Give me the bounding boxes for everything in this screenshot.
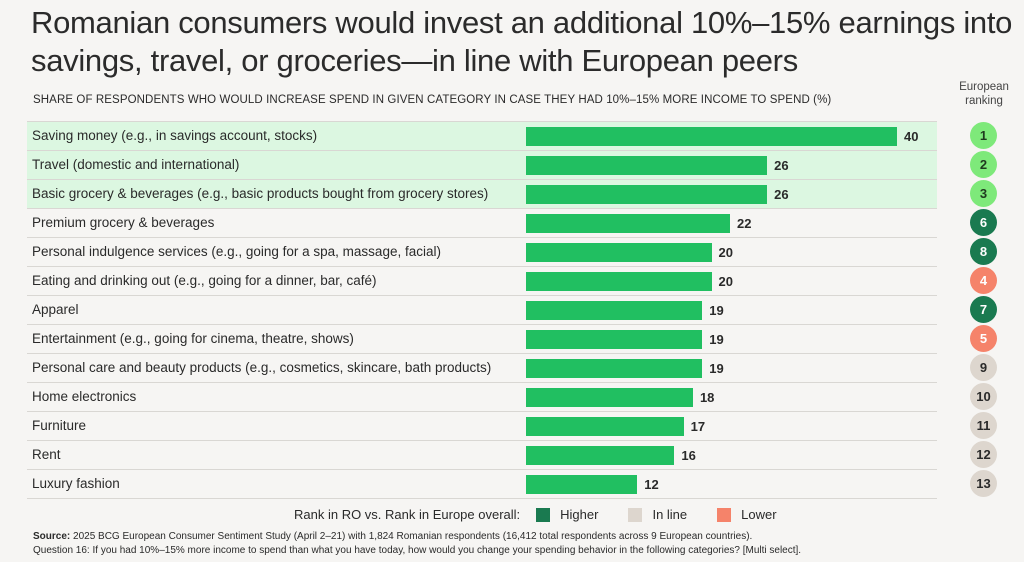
bar-value-label: 26	[774, 158, 789, 173]
bar	[526, 214, 731, 233]
source-text: 2025 BCG European Consumer Sentiment Stu…	[73, 531, 753, 542]
category-label: Personal indulgence services (e.g., goin…	[32, 244, 441, 259]
european-rank-badge: 1	[970, 122, 997, 149]
european-rank-badge: 7	[970, 296, 997, 323]
bar-row: Premium grocery & beverages 22	[27, 209, 937, 238]
bar	[526, 127, 897, 146]
bar-value-label: 20	[718, 245, 733, 260]
legend-item-in-line: In line	[628, 507, 687, 522]
bar	[526, 185, 768, 204]
bar-row: Travel (domestic and international) 26	[27, 151, 937, 180]
european-rank-badge: 6	[970, 209, 997, 236]
legend-swatch-higher	[536, 507, 551, 522]
bar-value-label: 22	[737, 216, 752, 231]
bar-row: Luxury fashion 12	[27, 470, 937, 499]
european-rank-badge: 4	[970, 267, 997, 294]
category-label: Apparel	[32, 302, 79, 317]
european-rank-badge: 9	[970, 354, 997, 381]
european-rank-badge: 5	[970, 325, 997, 352]
source-label: Source:	[33, 531, 71, 542]
european-rank-badge: 10	[970, 383, 997, 410]
bar	[526, 330, 703, 349]
bar-row: Basic grocery & beverages (e.g., basic p…	[27, 180, 937, 209]
bar	[526, 272, 712, 291]
bar	[526, 359, 703, 378]
category-label: Personal care and beauty products (e.g.,…	[32, 360, 492, 375]
bar-value-label: 16	[681, 448, 696, 463]
bar	[526, 417, 684, 436]
bar-value-label: 19	[709, 303, 724, 318]
category-label: Basic grocery & beverages (e.g., basic p…	[32, 186, 489, 201]
bar	[526, 446, 675, 465]
category-label: Entertainment (e.g., going for cinema, t…	[32, 331, 354, 346]
bar-chart: Saving money (e.g., in savings account, …	[27, 121, 937, 499]
bar	[526, 301, 703, 320]
bar-row: Eating and drinking out (e.g., going for…	[27, 267, 937, 296]
european-rank-badge: 13	[970, 470, 997, 497]
legend-text-in-line: In line	[652, 507, 688, 522]
legend-swatch-lower	[717, 507, 732, 522]
category-label: Home electronics	[32, 389, 137, 404]
bar-row: Saving money (e.g., in savings account, …	[27, 121, 937, 151]
bar-row: Personal indulgence services (e.g., goin…	[27, 238, 937, 267]
category-label: Travel (domestic and international)	[32, 157, 240, 172]
european-ranking-header: European ranking	[959, 81, 1009, 107]
bar-value-label: 19	[709, 332, 724, 347]
legend-item-lower: Lower	[717, 507, 777, 522]
bar-row: Personal care and beauty products (e.g.,…	[27, 354, 937, 383]
question-note: Question 16: If you had 10%–15% more inc…	[33, 545, 802, 556]
category-label: Saving money (e.g., in savings account, …	[32, 128, 318, 143]
category-label: Rent	[32, 447, 61, 462]
category-label: Premium grocery & beverages	[32, 215, 215, 230]
bar-value-label: 26	[774, 187, 789, 202]
bar-row: Entertainment (e.g., going for cinema, t…	[27, 325, 937, 354]
bar	[526, 475, 638, 494]
bar-row: Rent 16	[27, 441, 937, 470]
category-label: Furniture	[32, 418, 87, 433]
bar	[526, 156, 768, 175]
european-rank-badge: 8	[970, 238, 997, 265]
chart-title: Romanian consumers would invest an addit…	[31, 5, 1013, 78]
bar-value-label: 12	[644, 477, 659, 492]
legend-text-lower: Lower	[741, 507, 777, 522]
bar-row: Apparel 19	[27, 296, 937, 325]
footer: Source: 2025 BCG European Consumer Senti…	[33, 530, 801, 558]
european-rank-badge: 3	[970, 180, 997, 207]
bar-value-label: 18	[699, 390, 715, 405]
bar-value-label: 19	[709, 361, 724, 376]
legend-label: Rank in RO vs. Rank in Europe overall:	[294, 507, 521, 522]
legend-swatch-in-line	[628, 507, 643, 522]
category-label: Luxury fashion	[32, 476, 120, 491]
bar-row: Furniture 17	[27, 412, 937, 441]
bar-row: Home electronics 18	[27, 383, 937, 412]
chart-subtitle: SHARE OF RESPONDENTS WHO WOULD INCREASE …	[33, 94, 832, 106]
category-label: Eating and drinking out (e.g., going for…	[32, 273, 377, 288]
source-note: Source: 2025 BCG European Consumer Senti…	[33, 530, 801, 544]
bar	[526, 388, 693, 407]
legend: Rank in RO vs. Rank in Europe overall: H…	[294, 507, 777, 522]
legend-item-higher: Higher	[536, 507, 598, 522]
european-rank-badge: 11	[970, 412, 997, 439]
bar	[526, 243, 712, 262]
bar-value-label: 20	[718, 274, 733, 289]
european-rank-badge: 2	[970, 151, 997, 178]
bar-value-label: 17	[690, 419, 706, 434]
european-rank-badge: 12	[970, 441, 997, 468]
bar-value-label: 40	[904, 129, 919, 144]
legend-text-higher: Higher	[560, 507, 599, 522]
